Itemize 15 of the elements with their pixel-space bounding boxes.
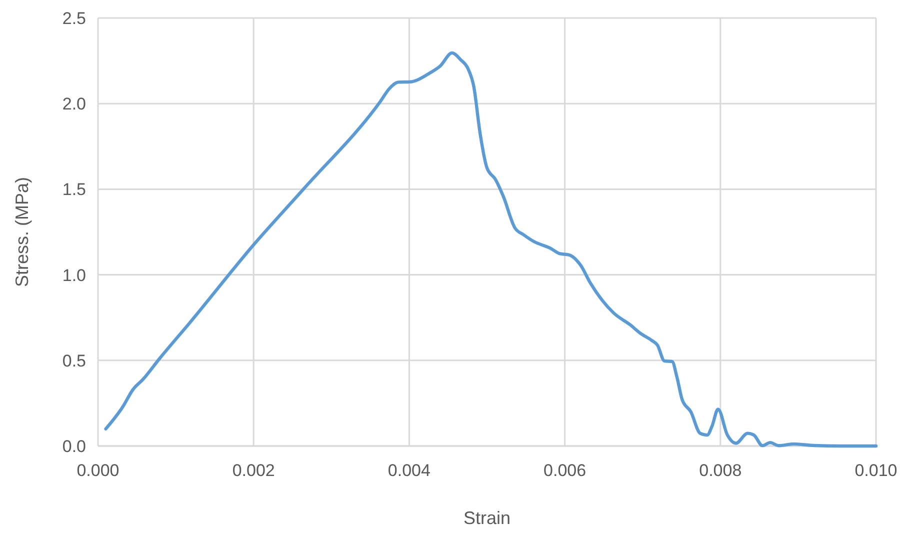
- x-tick-label: 0.008: [699, 461, 742, 480]
- y-tick-label: 1.0: [62, 266, 86, 285]
- y-tick-label: 1.5: [62, 180, 86, 200]
- x-tick-label: 0.010: [854, 461, 898, 480]
- y-tick-label: 2.5: [62, 8, 86, 28]
- line-series: [104, 51, 878, 448]
- x-axis-title: Strain: [463, 508, 511, 528]
- x-tick-label: 0.004: [388, 461, 430, 480]
- x-tick-label: 0.002: [232, 461, 275, 480]
- y-tick-label: 0.5: [62, 351, 86, 370]
- y-tick-label: 2.0: [62, 94, 86, 114]
- y-axis-title: Stress. (MPa): [12, 176, 32, 288]
- x-tick-label: 0.006: [544, 461, 586, 480]
- x-tick-label: 0.000: [76, 461, 120, 480]
- y-tick-label: 0.0: [62, 436, 86, 456]
